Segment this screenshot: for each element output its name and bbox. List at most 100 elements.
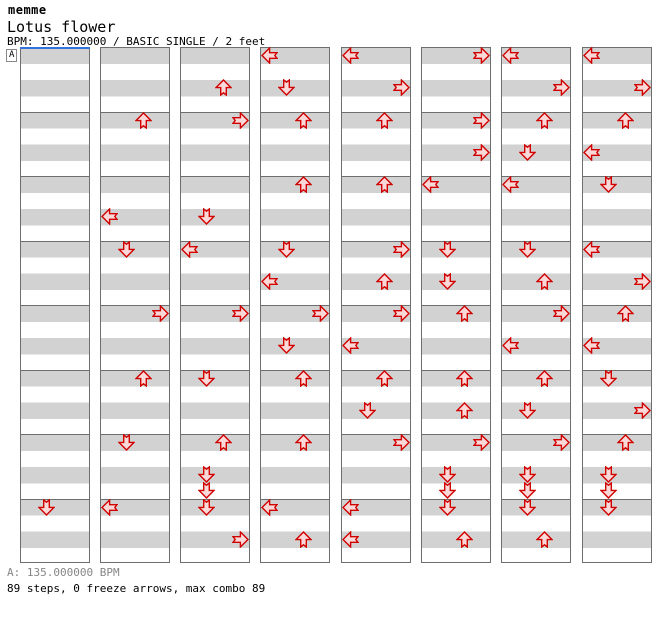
measure-divider: [99, 498, 170, 500]
measure-divider: [340, 434, 411, 435]
bpm-footer-line: A: 135.000000 BPM: [7, 566, 120, 579]
arrow-right-icon: [392, 305, 410, 322]
arrow-down-icon: [439, 240, 456, 258]
measure-divider: [260, 369, 331, 371]
arrow-left-icon: [341, 337, 359, 355]
measure-divider: [99, 111, 170, 113]
measure-divider: [99, 176, 170, 177]
measure-divider: [340, 176, 411, 177]
measure-column: [180, 47, 251, 563]
measure-divider: [581, 176, 652, 177]
measure-divider: [180, 240, 251, 242]
arrow-down-icon: [198, 498, 216, 516]
arrow-up-icon: [295, 434, 313, 451]
arrow-left-icon: [341, 530, 359, 548]
measure-column: [421, 47, 491, 563]
measure-column: [19, 47, 90, 563]
measure-column: [260, 47, 331, 563]
measure-divider: [180, 369, 251, 371]
arrow-down-icon: [599, 369, 617, 387]
arrow-up-icon: [134, 369, 152, 387]
measure-divider: [180, 498, 251, 500]
measure-divider: [180, 434, 251, 435]
bpm-marker-label: A: [6, 49, 18, 62]
arrow-down-icon: [519, 401, 537, 419]
measure-divider: [581, 369, 652, 371]
measure-divider: [19, 498, 90, 500]
measure-divider: [19, 111, 90, 113]
chart-info-line: BPM: 135.000000 / BASIC SINGLE / 2 feet: [7, 35, 266, 48]
arrow-left-icon: [502, 176, 520, 193]
measure-divider: [180, 305, 251, 306]
arrow-down-icon: [599, 176, 617, 193]
arrow-left-icon: [181, 240, 199, 258]
arrow-left-icon: [582, 337, 600, 355]
arrow-up-icon: [616, 111, 634, 129]
measure-divider: [260, 434, 331, 435]
arrow-left-icon: [582, 47, 600, 64]
arrow-up-icon: [215, 434, 233, 451]
arrow-up-icon: [295, 111, 313, 129]
measure-divider: [581, 111, 652, 113]
arrow-down-icon: [278, 337, 296, 355]
measure-divider: [421, 176, 491, 177]
arrow-up-icon: [536, 530, 554, 548]
arrow-down-icon: [599, 482, 617, 500]
arrow-down-icon: [519, 466, 537, 484]
measure-divider: [19, 305, 90, 306]
arrow-left-icon: [100, 498, 118, 516]
arrow-up-icon: [536, 111, 554, 129]
arrow-left-icon: [422, 176, 439, 193]
measure-divider: [501, 369, 572, 371]
arrow-right-icon: [553, 305, 571, 322]
measure-divider: [501, 305, 572, 306]
arrow-up-icon: [375, 369, 393, 387]
measure-divider: [340, 305, 411, 306]
measure-divider: [421, 111, 491, 113]
arrow-down-icon: [519, 143, 537, 161]
arrow-down-icon: [439, 498, 456, 516]
arrow-left-icon: [582, 240, 600, 258]
measure-divider: [581, 305, 652, 306]
arrow-right-icon: [553, 79, 571, 97]
arrow-right-icon: [392, 79, 410, 97]
arrow-right-icon: [473, 111, 490, 129]
arrow-up-icon: [375, 111, 393, 129]
arrow-up-icon: [215, 79, 233, 97]
arrow-right-icon: [473, 143, 490, 161]
measure-divider: [501, 176, 572, 177]
measure-divider: [260, 305, 331, 306]
measure-divider: [421, 305, 491, 306]
measure-divider: [180, 176, 251, 177]
measure-divider: [260, 498, 331, 500]
arrow-down-icon: [117, 434, 135, 451]
arrow-right-icon: [553, 434, 571, 451]
measure-divider: [501, 498, 572, 500]
arrow-down-icon: [599, 498, 617, 516]
arrow-down-icon: [278, 240, 296, 258]
arrow-down-icon: [519, 240, 537, 258]
arrow-up-icon: [536, 272, 554, 290]
arrow-up-icon: [536, 369, 554, 387]
arrow-up-icon: [375, 272, 393, 290]
arrow-up-icon: [616, 434, 634, 451]
measure-divider: [501, 240, 572, 242]
arrow-left-icon: [100, 208, 118, 226]
arrow-down-icon: [439, 272, 456, 290]
measure-divider: [421, 240, 491, 242]
arrow-down-icon: [37, 498, 55, 516]
arrow-up-icon: [295, 369, 313, 387]
arrow-down-icon: [198, 369, 216, 387]
arrow-right-icon: [312, 305, 330, 322]
measure-divider: [501, 434, 572, 435]
measure-divider: [19, 369, 90, 371]
arrow-left-icon: [261, 272, 279, 290]
arrow-up-icon: [375, 176, 393, 193]
measure-column: [581, 47, 652, 563]
measure-divider: [260, 240, 331, 242]
measure-divider: [340, 111, 411, 113]
arrow-left-icon: [341, 47, 359, 64]
arrow-right-icon: [392, 240, 410, 258]
arrow-down-icon: [519, 498, 537, 516]
